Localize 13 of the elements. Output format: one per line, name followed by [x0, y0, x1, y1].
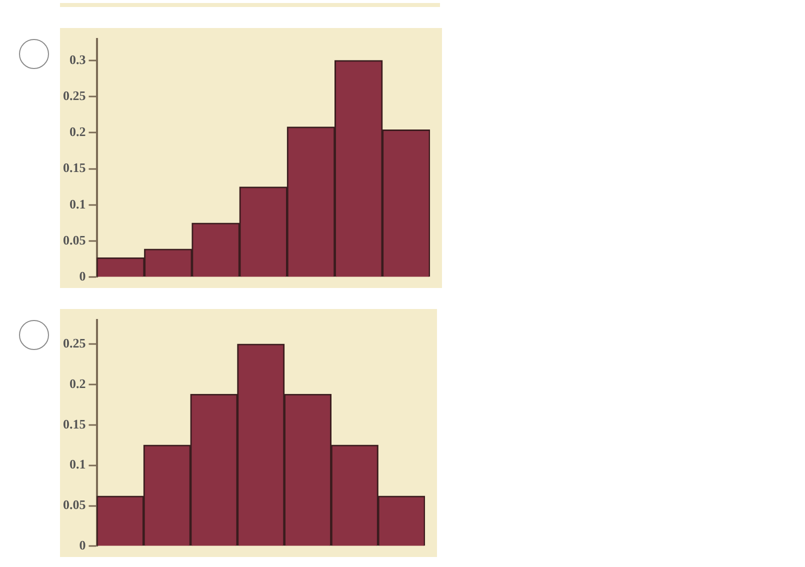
y-tick-label: 0.05	[63, 232, 86, 248]
y-tick-label: 0.2	[70, 124, 86, 140]
y-tick-label: 0.1	[70, 196, 86, 212]
y-tick-label: 0.1	[70, 456, 86, 472]
y-tick-label: 0.25	[63, 335, 86, 350]
y-tick-label: 0.2	[70, 376, 86, 391]
y-tick-label: 0.15	[63, 416, 86, 432]
y-tick-label: 0.3	[70, 52, 86, 67]
y-tick-label: 0.15	[63, 160, 86, 176]
y-tick-label: 0.05	[63, 497, 86, 512]
y-tick-label: 0	[79, 538, 86, 553]
y-tick-label: 0.25	[63, 88, 86, 103]
y-tick-label: 0	[79, 268, 86, 284]
